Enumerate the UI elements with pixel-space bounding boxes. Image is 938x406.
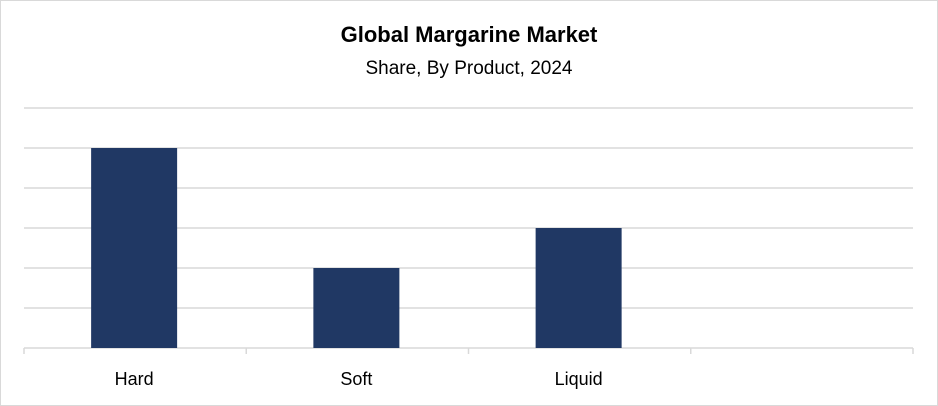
bar-liquid: [535, 228, 622, 348]
x-tick-label: Hard: [115, 369, 154, 389]
bar-hard: [91, 148, 178, 348]
chart-subtitle: Share, By Product, 2024: [365, 58, 573, 79]
x-tick-label: Soft: [340, 369, 372, 389]
bar-soft: [313, 268, 400, 348]
x-tick-label: Liquid: [555, 369, 603, 389]
chart-title: Global Margarine Market: [340, 22, 598, 47]
